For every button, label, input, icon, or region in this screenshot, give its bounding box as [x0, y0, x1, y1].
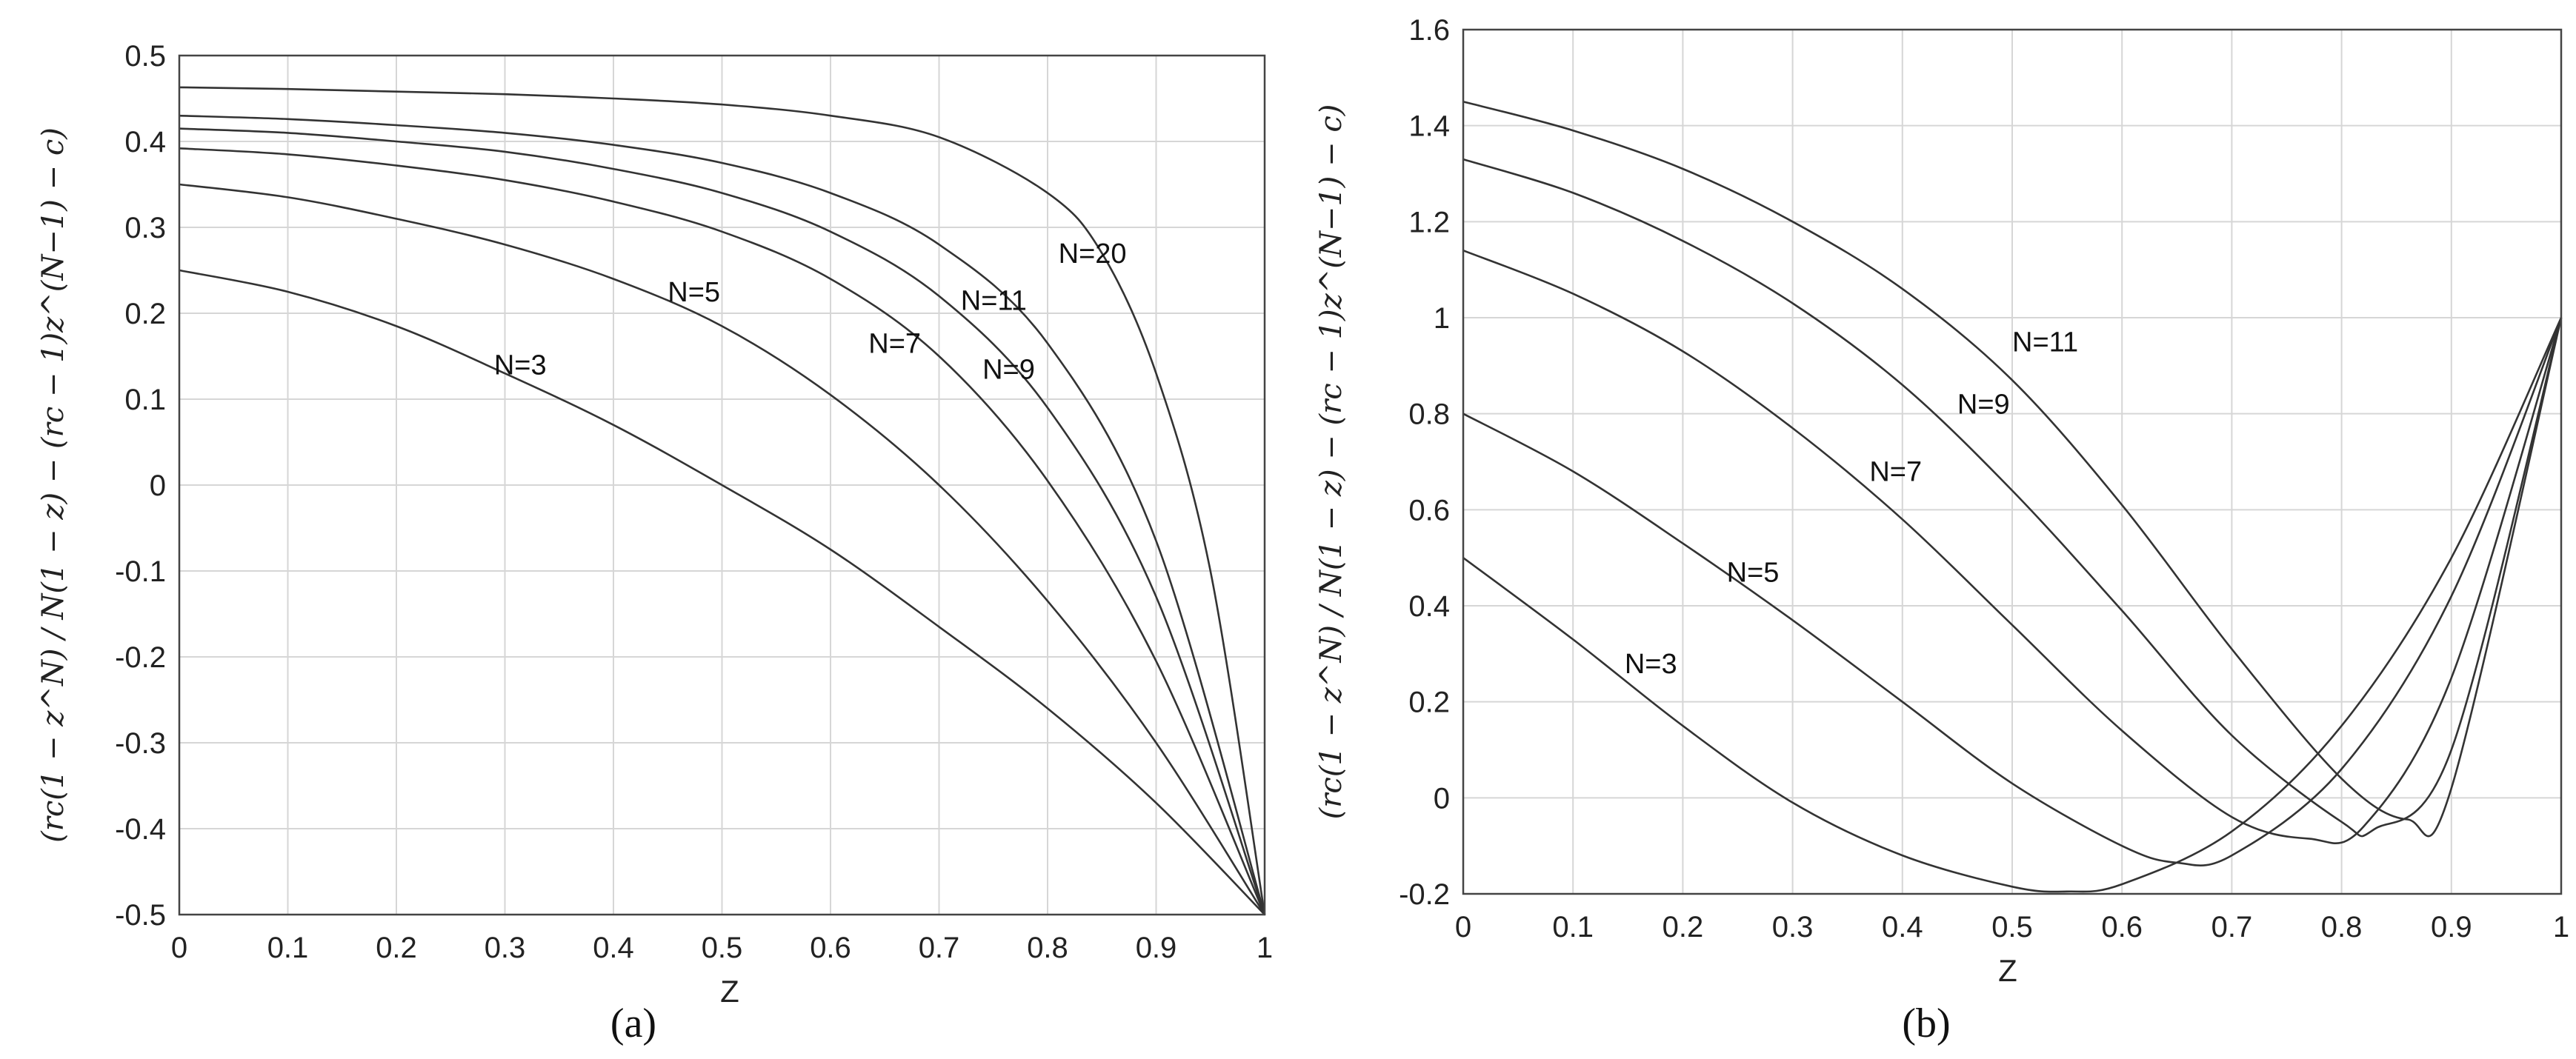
y-tick-label: 0.2	[124, 298, 166, 330]
panel-caption: (a)	[610, 1000, 656, 1046]
y-tick-label: 0.5	[124, 40, 166, 73]
plot-frame	[178, 54, 1266, 916]
x-tick-label: 0.4	[593, 932, 634, 964]
x-tick-label: 0.3	[1772, 911, 1814, 943]
y-tick-label: 1.6	[1408, 14, 1450, 47]
series-label: N=9	[1957, 390, 2010, 421]
y-axis-title: (rc(1 − z^N) / N(1 − z) − (rc − 1)z^(N−1…	[1314, 104, 1348, 820]
x-tick-label: 0.3	[485, 932, 526, 964]
series-line-n20	[179, 86, 1266, 915]
y-tick-label: 0.4	[124, 126, 166, 158]
series-line-n9	[179, 127, 1266, 915]
series-line-n3	[1462, 317, 2563, 893]
chart-panel-b: 0 0.1 0.2 0.3 0.4 0.5 0.6 0.7 0.8 0.9 1 1.6 1.4 1.2 1 0…	[1314, 14, 2569, 1046]
x-tick-label: 0.8	[1027, 932, 1068, 964]
series-line-n7	[179, 147, 1266, 915]
x-tick-label: 0.7	[919, 932, 960, 964]
y-tick-label: 1.2	[1408, 206, 1450, 238]
series-line-n11	[1462, 101, 2563, 838]
series-label: N=7	[868, 329, 921, 360]
x-tick-label: 0.1	[267, 932, 309, 964]
y-axis-title: (rc(1 − z^N) / N(1 − z) − (rc − 1)z^(N−1…	[36, 127, 70, 843]
series-line-n7	[1462, 249, 2563, 844]
y-tick-label: -0.3	[115, 727, 166, 760]
x-tick-label: 0.5	[702, 932, 743, 964]
series-line-n5	[179, 183, 1266, 915]
chart-panel-a: 0 0.1 0.2 0.3 0.4 0.5 0.6 0.7 0.8 0.9 1 0.5 0.4 0.3 0.…	[36, 40, 1273, 1046]
series-label: N=11	[961, 286, 1027, 317]
y-tick-label: 0.8	[1408, 398, 1450, 431]
series-label: N=5	[1727, 558, 1780, 589]
x-tick-label: 0	[171, 932, 187, 964]
y-tick-label: 0.3	[124, 212, 166, 244]
series-label: N=3	[1625, 649, 1677, 680]
x-tick-label: 0.5	[1991, 911, 2033, 943]
y-tick-label: -0.2	[115, 641, 166, 674]
series-line-n9	[1462, 158, 2563, 838]
y-tick-label: -0.2	[1399, 878, 1450, 911]
series-line-n5	[1462, 317, 2563, 866]
y-tick-label: 0.6	[1408, 494, 1450, 527]
y-tick-label: -0.4	[115, 813, 166, 846]
x-tick-label: 0.7	[2211, 911, 2253, 943]
x-tick-label: 0.2	[376, 932, 417, 964]
y-tick-label: 0.4	[1408, 590, 1450, 623]
x-axis-title: Z	[720, 974, 739, 1009]
x-tick-label: 0.6	[810, 932, 851, 964]
x-axis-title: Z	[1998, 953, 2017, 988]
x-tick-label: 0.9	[2431, 911, 2472, 943]
series-label: N=9	[982, 354, 1035, 385]
y-tick-label: 0	[1434, 782, 1450, 815]
y-tick-label: -0.1	[115, 555, 166, 588]
x-tick-label: 1	[2553, 911, 2569, 943]
series-line-n3	[179, 269, 1265, 915]
series-label: N=20	[1059, 238, 1127, 270]
series-label: N=3	[494, 350, 547, 381]
y-tick-label: 1	[1434, 302, 1450, 335]
x-tick-label: 0	[1455, 911, 1471, 943]
series-label: N=11	[2012, 327, 2078, 358]
x-tick-label: 0.4	[1882, 911, 1923, 943]
y-tick-label: 0	[150, 470, 166, 502]
y-tick-label: 1.4	[1408, 110, 1450, 143]
x-tick-label: 0.1	[1552, 911, 1594, 943]
x-tick-label: 1	[1257, 932, 1273, 964]
plot-frame	[1462, 28, 2563, 895]
series-line-n11	[179, 114, 1266, 915]
x-tick-label: 0.9	[1136, 932, 1177, 964]
series-label: N=5	[668, 277, 720, 308]
series-label: N=7	[1869, 456, 1922, 487]
y-tick-label: -0.5	[115, 899, 166, 932]
y-tick-label: 0.1	[124, 384, 166, 416]
x-tick-label: 0.6	[2101, 911, 2143, 943]
panel-caption: (b)	[1902, 1000, 1950, 1046]
y-tick-label: 0.2	[1408, 686, 1450, 719]
x-tick-label: 0.2	[1663, 911, 1704, 943]
x-tick-label: 0.8	[2321, 911, 2363, 943]
